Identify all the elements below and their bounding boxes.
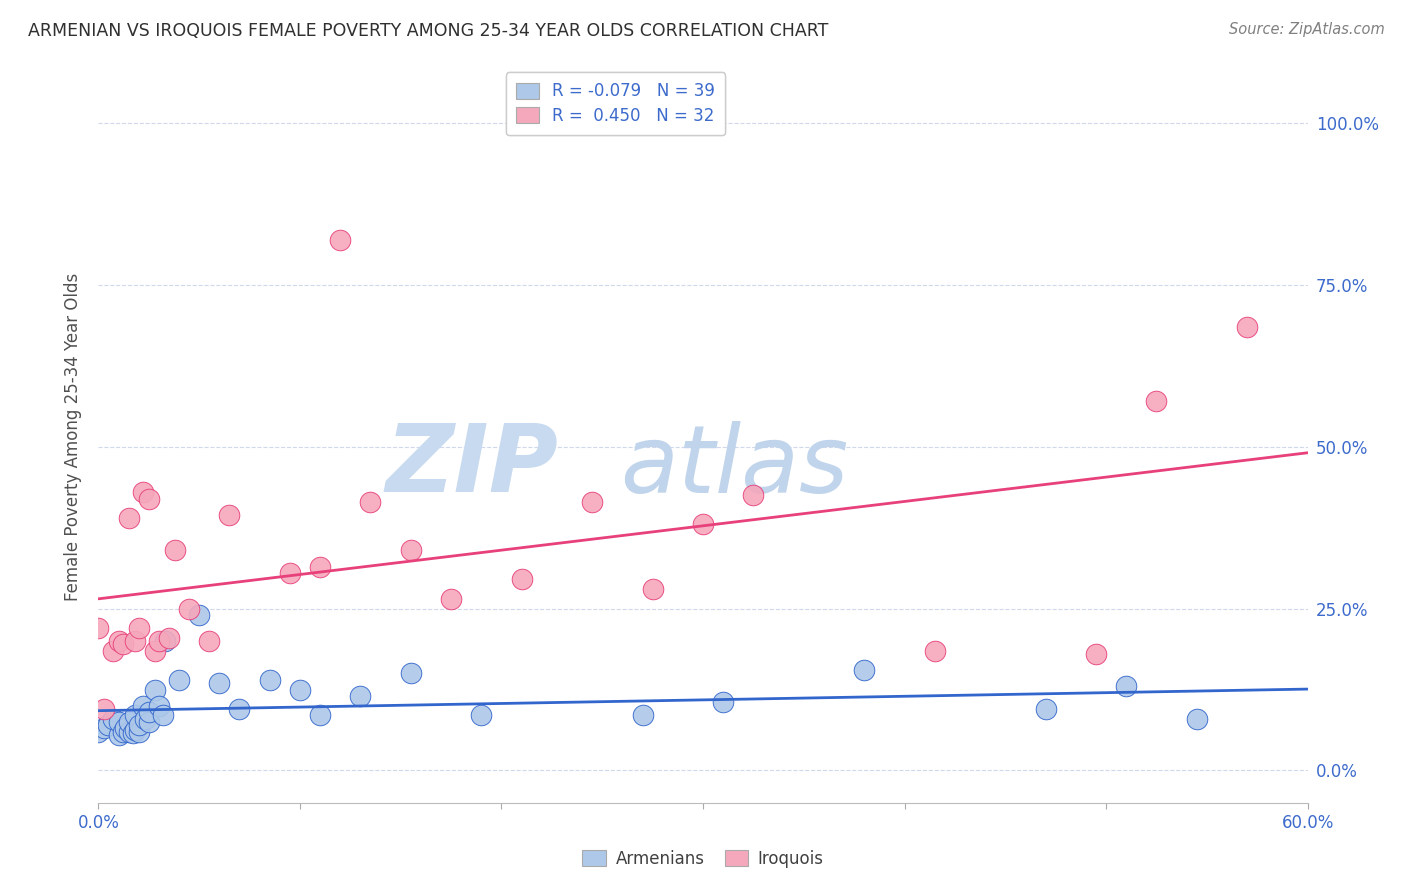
Point — [1115, 679, 1137, 693]
Point — [97, 718, 120, 732]
Point — [329, 233, 352, 247]
Point — [101, 712, 124, 726]
Point — [288, 682, 311, 697]
Point — [198, 634, 221, 648]
Point — [107, 634, 129, 648]
Point — [93, 702, 115, 716]
Point — [124, 708, 146, 723]
Text: ARMENIAN VS IROQUOIS FEMALE POVERTY AMONG 25-34 YEAR OLDS CORRELATION CHART: ARMENIAN VS IROQUOIS FEMALE POVERTY AMON… — [28, 22, 828, 40]
Point — [93, 722, 115, 736]
Point — [101, 643, 124, 657]
Point — [228, 702, 250, 716]
Point — [853, 663, 876, 677]
Point — [641, 582, 664, 597]
Point — [152, 708, 174, 723]
Point — [157, 631, 180, 645]
Point — [1185, 712, 1208, 726]
Point — [148, 698, 170, 713]
Point — [208, 676, 231, 690]
Legend: Armenians, Iroquois: Armenians, Iroquois — [575, 844, 831, 875]
Point — [107, 728, 129, 742]
Point — [118, 724, 141, 739]
Point — [218, 508, 240, 522]
Point — [711, 696, 734, 710]
Point — [128, 621, 150, 635]
Point — [138, 705, 160, 719]
Legend: R = -0.079   N = 39, R =  0.450   N = 32: R = -0.079 N = 39, R = 0.450 N = 32 — [506, 72, 725, 135]
Point — [87, 621, 110, 635]
Point — [143, 643, 166, 657]
Point — [581, 495, 603, 509]
Point — [111, 724, 134, 739]
Point — [138, 491, 160, 506]
Point — [399, 543, 422, 558]
Text: ZIP: ZIP — [385, 420, 558, 512]
Point — [118, 511, 141, 525]
Point — [138, 714, 160, 729]
Point — [128, 724, 150, 739]
Point — [1236, 320, 1258, 334]
Point — [111, 637, 134, 651]
Point — [924, 643, 946, 657]
Point — [121, 726, 143, 740]
Y-axis label: Female Poverty Among 25-34 Year Olds: Female Poverty Among 25-34 Year Olds — [65, 273, 83, 601]
Point — [153, 634, 176, 648]
Point — [1146, 394, 1168, 409]
Point — [631, 708, 654, 723]
Point — [143, 682, 166, 697]
Point — [440, 591, 463, 606]
Point — [132, 485, 155, 500]
Point — [742, 488, 765, 502]
Point — [124, 723, 146, 737]
Point — [510, 573, 533, 587]
Text: 60.0%: 60.0% — [1281, 814, 1334, 832]
Point — [349, 689, 371, 703]
Point — [360, 495, 382, 509]
Point — [470, 708, 492, 723]
Point — [309, 559, 332, 574]
Point — [107, 714, 129, 729]
Text: atlas: atlas — [620, 421, 848, 512]
Text: 0.0%: 0.0% — [77, 814, 120, 832]
Point — [134, 712, 156, 726]
Point — [124, 634, 146, 648]
Point — [1085, 647, 1108, 661]
Point — [179, 601, 201, 615]
Point — [278, 566, 301, 580]
Point — [1035, 702, 1057, 716]
Point — [188, 608, 211, 623]
Point — [692, 517, 714, 532]
Point — [163, 543, 186, 558]
Point — [132, 698, 155, 713]
Point — [167, 673, 190, 687]
Point — [87, 724, 110, 739]
Point — [309, 708, 332, 723]
Point — [148, 634, 170, 648]
Point — [128, 718, 150, 732]
Point — [118, 714, 141, 729]
Point — [114, 722, 136, 736]
Text: Source: ZipAtlas.com: Source: ZipAtlas.com — [1229, 22, 1385, 37]
Point — [259, 673, 281, 687]
Point — [399, 666, 422, 681]
